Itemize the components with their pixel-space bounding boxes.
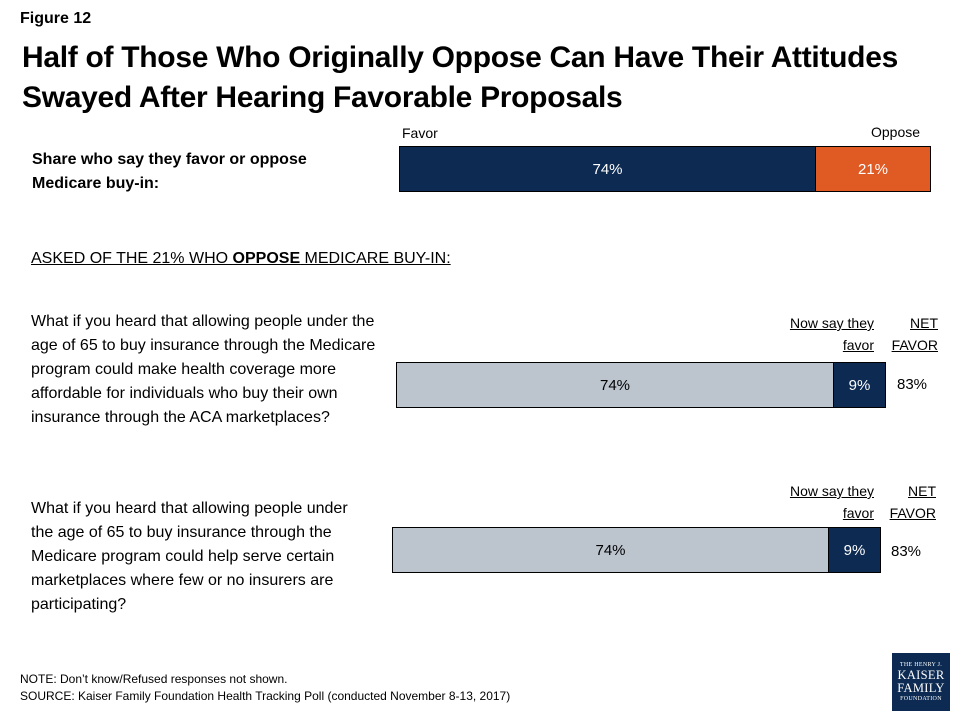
bar-label-base-q3: 74% [595,541,626,559]
logo-line-1: THE HENRY J. [899,662,943,668]
note-text: NOTE: Don’t know/Refused responses not s… [20,672,288,686]
question-1-label-line-2: Medicare buy-in: [32,175,160,192]
header-net-favor-1: NET FAVOR [880,312,938,356]
bar-label-now-favor-q3: 9% [843,541,866,559]
header-now-favor-2-line-1: Now say they [789,483,874,499]
header-now-favor-1-line-1: Now say they [789,315,874,331]
logo-line-3: FAMILY [897,681,945,695]
footnote: NOTE: Don’t know/Refused responses not s… [20,671,510,705]
header-net-favor-2: NET FAVOR [880,480,936,524]
header-net-favor-2-line-1: NET [908,483,936,499]
chart-title-line-1: Half of Those Who Originally Oppose Can … [22,41,898,74]
kff-logo: THE HENRY J. KAISER FAMILY FOUNDATION [892,653,950,711]
section-subheading: ASKED OF THE 21% WHO OPPOSE MEDICARE BUY… [31,250,451,268]
bar-segment-base-q2: 74% [397,363,833,407]
source-text: SOURCE: Kaiser Family Foundation Health … [20,689,511,703]
bar-question-3: 74% 9% [392,527,881,573]
figure-label: Figure 12 [20,10,92,27]
header-now-favor-2: Now say they favor [770,480,874,524]
chart-title-line-2: Swayed After Hearing Favorable Proposals [22,81,623,114]
question-1-label-line-1: Share who say they favor or oppose [32,151,307,168]
bar-segment-oppose: 21% [815,147,930,191]
question-1-label: Share who say they favor or oppose Medic… [32,148,362,196]
bar-label-now-favor-q2: 9% [848,376,871,394]
header-net-favor-1-line-1: NET [910,315,938,331]
header-now-favor-1: Now say they favor [770,312,874,356]
bar-favor-oppose: 74% 21% [399,146,931,192]
header-now-favor-1-line-2: favor [842,337,874,353]
legend-oppose: Oppose [871,124,921,140]
legend-favor: Favor [402,125,438,141]
bar-label-oppose: 21% [857,160,889,178]
header-net-favor-1-line-2: FAVOR [891,337,938,353]
bar-segment-now-favor-q3: 9% [828,528,880,572]
logo-line-2: KAISER [897,668,945,682]
chart-title: Half of Those Who Originally Oppose Can … [22,38,942,118]
bar-segment-favor: 74% [400,147,815,191]
bar-label-base-q2: 74% [599,376,631,394]
question-3-text: What if you heard that allowing people u… [31,500,348,613]
bar-segment-base-q3: 74% [393,528,828,572]
logo-line-4: FOUNDATION [900,696,942,702]
subhead-post: MEDICARE BUY-IN: [300,250,451,267]
header-now-favor-2-line-2: favor [842,505,874,521]
subhead-bold: OPPOSE [232,250,301,267]
bar-segment-now-favor-q2: 9% [833,363,885,407]
bar-question-2: 74% 9% [396,362,886,408]
header-net-favor-2-line-2: FAVOR [889,505,936,521]
net-favor-value-q3: 83% [891,543,922,560]
question-2-text: What if you heard that allowing people u… [31,313,376,426]
subhead-pre: ASKED OF THE 21% WHO [31,250,233,267]
bar-label-favor: 74% [592,160,623,178]
net-favor-value-q2: 83% [897,376,928,393]
